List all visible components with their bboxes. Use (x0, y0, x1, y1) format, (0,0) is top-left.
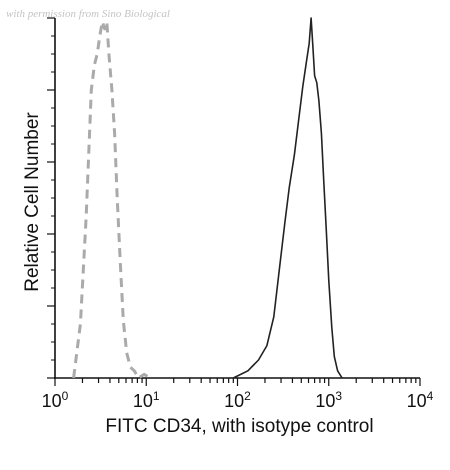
x-tick-label: 100 (42, 389, 69, 411)
series-layer (72, 17, 343, 380)
axes (47, 17, 421, 386)
x-axis-title: FITC CD34, with isotype control (105, 416, 373, 437)
watermark-text: with permission from Sino Biological (6, 8, 170, 20)
x-tick-label: 102 (224, 389, 251, 411)
cd34-curve (232, 17, 343, 379)
x-tick-labels: 100 101 102 103 104 (42, 389, 434, 411)
x-tick-label: 101 (133, 389, 160, 411)
x-tick-label: 103 (315, 389, 342, 411)
y-axis-title: Relative Cell Number (22, 112, 43, 292)
isotype-control-curve (72, 20, 151, 380)
x-tick-label: 104 (407, 389, 434, 411)
